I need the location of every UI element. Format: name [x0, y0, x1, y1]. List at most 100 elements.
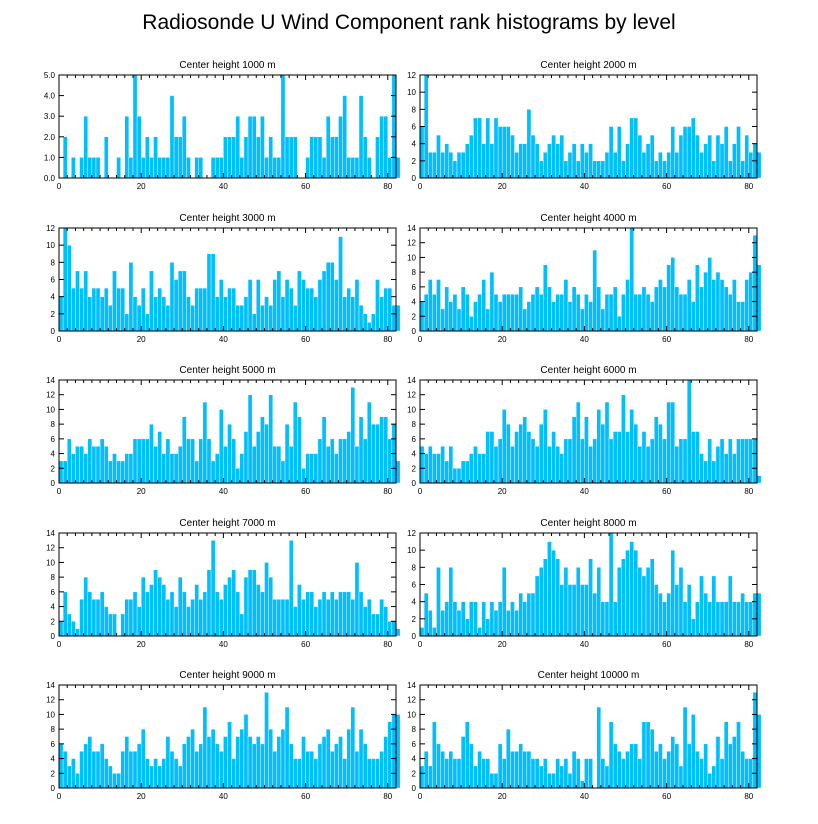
bar: [501, 409, 507, 484]
bar: [641, 286, 647, 332]
panel-8: Center height 8000 m 0 20 40 60 80 0 2 4 6 8 10 12: [407, 518, 762, 649]
bar: [235, 468, 241, 484]
bar: [588, 446, 593, 484]
bar: [362, 606, 368, 637]
bar: [621, 558, 626, 637]
y-tick-label: 12: [46, 391, 55, 400]
bar: [317, 743, 323, 789]
bar: [214, 453, 220, 484]
bar: [334, 136, 339, 179]
bar: [481, 758, 486, 789]
plot-frame: [58, 74, 397, 179]
bar: [506, 126, 511, 179]
bar: [719, 758, 725, 789]
bar: [691, 301, 696, 332]
bar: [637, 134, 643, 179]
bar: [128, 157, 134, 179]
bar: [423, 751, 429, 789]
bar: [612, 743, 618, 789]
x-tick-label: 60: [662, 182, 671, 191]
bar: [334, 743, 339, 789]
bar: [645, 567, 651, 637]
bar: [153, 136, 158, 179]
bar: [330, 751, 335, 789]
bar: [169, 95, 175, 179]
bar: [506, 728, 511, 789]
bar: [346, 591, 351, 637]
bar: [428, 152, 433, 179]
y-tick-label: 5.0: [44, 71, 56, 80]
bar: [534, 286, 540, 332]
panel-6: Center height 6000 m 0 20 40 60 80 0 2 4 6 8 10 12 14: [407, 365, 762, 496]
bar: [686, 126, 692, 179]
bar: [756, 592, 762, 637]
bar: [522, 308, 528, 332]
bar: [367, 322, 372, 332]
bar: [367, 758, 372, 789]
y-tick-label: 8: [412, 420, 417, 429]
bar: [547, 446, 552, 484]
bar: [116, 287, 121, 332]
bar: [452, 758, 458, 789]
y-tick-label: 14: [407, 376, 416, 385]
bar: [367, 157, 372, 179]
x-tick-label: 20: [498, 182, 507, 191]
y-tick-label: 14: [46, 376, 55, 385]
bar: [256, 136, 261, 179]
bar: [440, 610, 445, 637]
bar: [169, 262, 175, 332]
bar: [629, 409, 634, 484]
x-tick-label: 0: [57, 792, 62, 801]
panel-title: Center height 9000 m: [179, 670, 275, 681]
bar: [649, 728, 655, 789]
bar: [71, 157, 76, 179]
bar: [288, 136, 294, 179]
bar: [489, 773, 495, 789]
bar: [428, 279, 433, 332]
bar: [367, 599, 372, 637]
y-tick-label: 10: [407, 546, 416, 555]
bar: [358, 95, 364, 179]
bar: [497, 126, 503, 179]
panel-title: Center height 10000 m: [538, 670, 640, 681]
y-tick-label: 8: [412, 105, 417, 114]
bar: [448, 567, 454, 637]
bar: [71, 758, 76, 789]
bar: [456, 152, 462, 179]
x-tick-label: 80: [383, 487, 392, 496]
bar: [334, 279, 339, 332]
bar: [555, 446, 560, 484]
y-tick-label: 12: [407, 529, 416, 538]
bar: [432, 294, 437, 332]
bar: [625, 279, 630, 332]
y-tick-label: 0.0: [44, 174, 56, 183]
bar: [543, 152, 548, 179]
bar: [309, 453, 315, 484]
bar: [584, 758, 589, 789]
bar: [559, 765, 565, 789]
bar: [140, 157, 146, 179]
bar: [272, 157, 278, 179]
bar: [637, 567, 643, 637]
bar: [177, 765, 183, 789]
bar: [313, 296, 319, 332]
bar: [723, 453, 729, 484]
bar: [481, 453, 486, 484]
bar: [239, 613, 245, 637]
x-tick-label: 80: [744, 335, 753, 344]
bar: [518, 743, 523, 789]
y-tick-label: 4: [412, 755, 417, 764]
bar: [526, 301, 532, 332]
bar: [362, 136, 368, 179]
x-tick-label: 60: [301, 487, 310, 496]
bar: [108, 765, 113, 789]
bar: [177, 576, 183, 637]
bar: [91, 157, 97, 179]
bar: [744, 438, 749, 484]
bar: [448, 301, 454, 332]
x-tick-label: 0: [418, 182, 423, 191]
bar: [719, 279, 725, 332]
bar: [157, 765, 162, 789]
bar: [358, 591, 364, 637]
bar: [83, 576, 88, 637]
